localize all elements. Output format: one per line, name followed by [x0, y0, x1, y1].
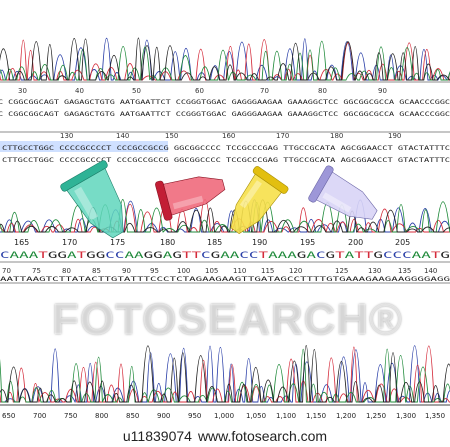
ruler-number: 100	[177, 267, 190, 275]
axis-tick-label: 950	[188, 412, 201, 420]
ruler-number: 115	[261, 267, 274, 275]
tube-yellow-icon	[230, 166, 289, 234]
ruler-number: 60	[195, 87, 204, 95]
tube-teal-icon	[60, 160, 124, 239]
chromatogram-middle	[0, 199, 450, 233]
chromatogram-trace	[0, 199, 450, 233]
top-ruler: 30 40 50 60 70 80 90 C CGGCGGCAGT GAGAGC…	[0, 87, 450, 118]
ruler-number: 80	[318, 87, 327, 95]
ruler-number: 30	[18, 87, 27, 95]
chromatogram-trace	[0, 199, 450, 233]
axis-tick-label: 1,300	[396, 412, 416, 420]
axis-tick-label: 1,100	[276, 412, 296, 420]
ruler-number: 85	[92, 267, 101, 275]
ruler-number: 130	[60, 132, 73, 140]
axis-tick-label: 1,250	[366, 412, 386, 420]
ruler-number: 205	[395, 238, 410, 247]
chromatogram-trace	[0, 199, 450, 233]
axis-tick-label: 900	[157, 412, 170, 420]
ruler-number: 190	[388, 132, 401, 140]
axis-tick-label: 1,150	[306, 412, 326, 420]
axis-tick-label: 700	[33, 412, 46, 420]
ruler-number: 150	[165, 132, 178, 140]
sequence-line: CTTGCCTGGC CCCCGCCCCT CCCGCCGCCG GGCGGCC…	[2, 156, 450, 164]
ruler-number: 90	[378, 87, 387, 95]
ruler-number: 105	[205, 267, 218, 275]
ruler-number: 120	[289, 267, 302, 275]
axis-tick-label: 750	[64, 412, 77, 420]
credit-bar: u11839074 www.fotosearch.com	[0, 425, 450, 447]
chromatogram-top	[0, 37, 450, 82]
sequence-line: AATTAAGTCTTATACTTGTATTTCCCTCTAGAAGAAGTTG…	[0, 275, 450, 283]
chromatogram-trace	[0, 41, 450, 81]
ruler-number: 190	[252, 238, 267, 247]
sequence-line: CTTGCCTGGC CCCCGCCCCT CCCGCCGCCG GGCGGCC…	[2, 144, 450, 152]
chromatogram-bottom	[0, 345, 450, 403]
ruler-number: 135	[398, 267, 411, 275]
sequence-line: C CGGCGGCAGT GAGAGCTGTG AATGAATTCT CCGGG…	[0, 98, 450, 106]
ruler-number: 185	[207, 238, 222, 247]
ruler-number: 160	[222, 132, 235, 140]
ruler-number: 70	[260, 87, 269, 95]
bottom-ruler: 70 75 80 85 90 95 100 105 110 115 120 12…	[0, 267, 450, 283]
tube-red-icon	[155, 176, 226, 221]
tube-lavender-icon	[308, 165, 378, 220]
ruler-number: 195	[300, 238, 315, 247]
ruler-number: 165	[14, 238, 29, 247]
middle-ruler: 130 140 150 160 170 180 190 CTTGCCTGGC C…	[2, 132, 450, 164]
ruler-number: 70	[2, 267, 11, 275]
ruler-number: 110	[233, 267, 246, 275]
ruler-number: 130	[368, 267, 381, 275]
image-id: u11839074	[122, 428, 192, 444]
chromatogram-trace	[0, 37, 450, 81]
chromatogram-trace	[0, 39, 450, 81]
bottom-axis: 650 700 750 800 850 900 950 1,000 1,050 …	[2, 412, 445, 420]
ruler-number: 75	[32, 267, 41, 275]
axis-tick-label: 1,050	[246, 412, 266, 420]
chromatogram-trace	[0, 348, 450, 403]
sequence-highlight	[0, 141, 168, 152]
chromatogram-trace	[0, 199, 450, 233]
axis-tick-label: 850	[126, 412, 139, 420]
dna-sequencing-artwork: 30 40 50 60 70 80 90 C CGGCGGCAGT GAGAGC…	[0, 37, 450, 420]
ruler-number: 180	[330, 132, 343, 140]
ruler-number: 50	[132, 87, 141, 95]
axis-tick-label: 650	[2, 412, 15, 420]
axis-tick-label: 1,350	[425, 412, 445, 420]
axis-tick-label: 1,200	[336, 412, 356, 420]
axis-tick-label: 1,000	[214, 412, 234, 420]
sequence-line: C CGGCGGCAGT GAGAGCTGTG AATGAATTCT CCGGG…	[0, 110, 450, 118]
ruler-number: 170	[276, 132, 289, 140]
ruler-number: 40	[75, 87, 84, 95]
ruler-number: 80	[62, 267, 71, 275]
ruler-number: 95	[150, 267, 159, 275]
ruler-number: 180	[160, 238, 175, 247]
credit-site: www.fotosearch.com	[197, 428, 328, 444]
ruler-number: 170	[62, 238, 77, 247]
ruler-number: 175	[110, 238, 125, 247]
ruler-number: 200	[348, 238, 363, 247]
chromatogram-trace	[0, 345, 450, 403]
ruler-number: 140	[116, 132, 129, 140]
ruler-number: 90	[122, 267, 131, 275]
ruler-number: 140	[424, 267, 437, 275]
ruler-number: 125	[335, 267, 348, 275]
axis-tick-label: 800	[95, 412, 108, 420]
